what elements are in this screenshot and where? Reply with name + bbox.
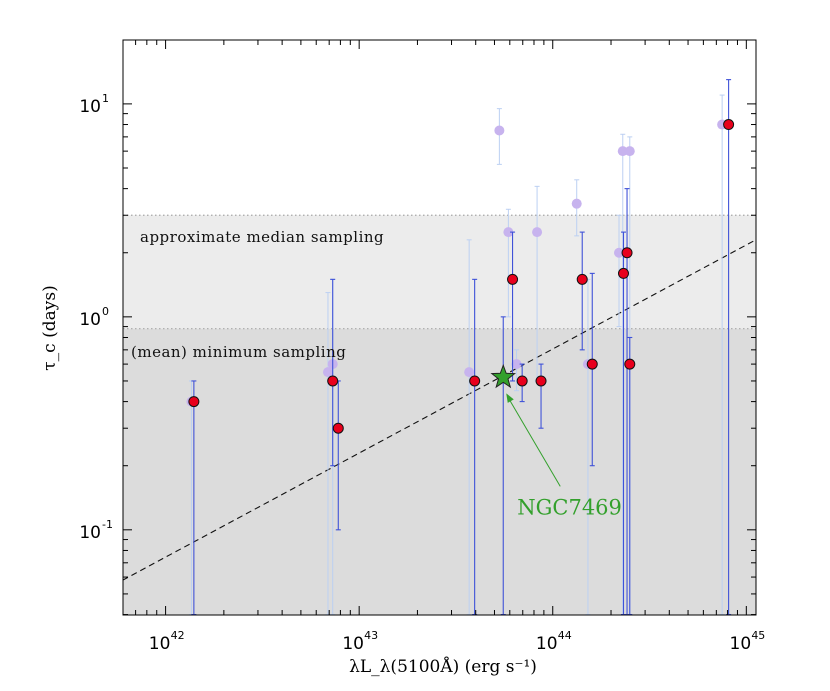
- y-tick-label-2: 10: [79, 97, 101, 117]
- measured-point-9: [617, 267, 629, 279]
- x-axis-label: λL_λ(5100Å) (erg s⁻¹): [349, 656, 537, 677]
- measured-point-0: [188, 396, 200, 408]
- faded-point-1: [322, 367, 333, 378]
- y-tick-exp-0: -1: [102, 518, 113, 531]
- measured-point-2: [332, 422, 344, 434]
- ngc7469-arrow-line: [508, 399, 561, 487]
- measured-point-10: [621, 247, 633, 259]
- measured-point-6: [535, 375, 547, 387]
- ngc7469-arrow-head: [506, 393, 514, 403]
- x-tick-label-3: 10: [730, 634, 752, 654]
- measured-point-5: [516, 375, 528, 387]
- measured-point-3: [469, 375, 481, 387]
- y-tick-label-1: 10: [79, 310, 101, 330]
- x-tick-exp-3: 45: [751, 629, 765, 642]
- median-band: [123, 215, 756, 329]
- plot-area: NGC7469: [123, 79, 756, 615]
- faded-point-10: [614, 247, 625, 258]
- measured-point-8: [586, 358, 598, 370]
- faded-point-12: [624, 146, 635, 157]
- faded-point-5: [503, 227, 514, 238]
- plot-frame: [122, 39, 757, 616]
- measured-point-7: [576, 273, 588, 285]
- measured-point-12: [723, 119, 735, 131]
- y-tick-exp-1: 0: [102, 305, 109, 318]
- x-tick-exp-2: 44: [558, 629, 572, 642]
- faded-point-11: [617, 146, 628, 157]
- plot-content: [123, 79, 756, 615]
- x-tick-label-2: 10: [536, 634, 558, 654]
- x-tick-label-0: 10: [149, 634, 171, 654]
- band-label-median: approximate median sampling: [140, 228, 384, 246]
- measured-point-1: [327, 375, 339, 387]
- faded-point-6: [511, 359, 522, 370]
- x-tick-exp-1: 43: [364, 629, 378, 642]
- minimum-band: [123, 328, 756, 615]
- y-axis-label: τ_c (days): [40, 285, 60, 370]
- faded-point-3: [464, 367, 475, 378]
- y-tick-exp-2: 1: [102, 92, 109, 105]
- x-tick-label-1: 10: [342, 634, 364, 654]
- measured-point-4: [507, 273, 519, 285]
- band-label-minimum: (mean) minimum sampling: [131, 343, 346, 361]
- ngc7469-label: NGC7469: [517, 495, 622, 519]
- y-tick-label-0: 10: [79, 523, 101, 543]
- faded-point-4: [494, 125, 505, 136]
- faded-point-8: [571, 198, 582, 209]
- faded-point-7: [532, 227, 543, 238]
- x-tick-exp-0: 42: [171, 629, 185, 642]
- ngc7469-star-marker: [490, 363, 517, 389]
- measured-point-11: [624, 358, 636, 370]
